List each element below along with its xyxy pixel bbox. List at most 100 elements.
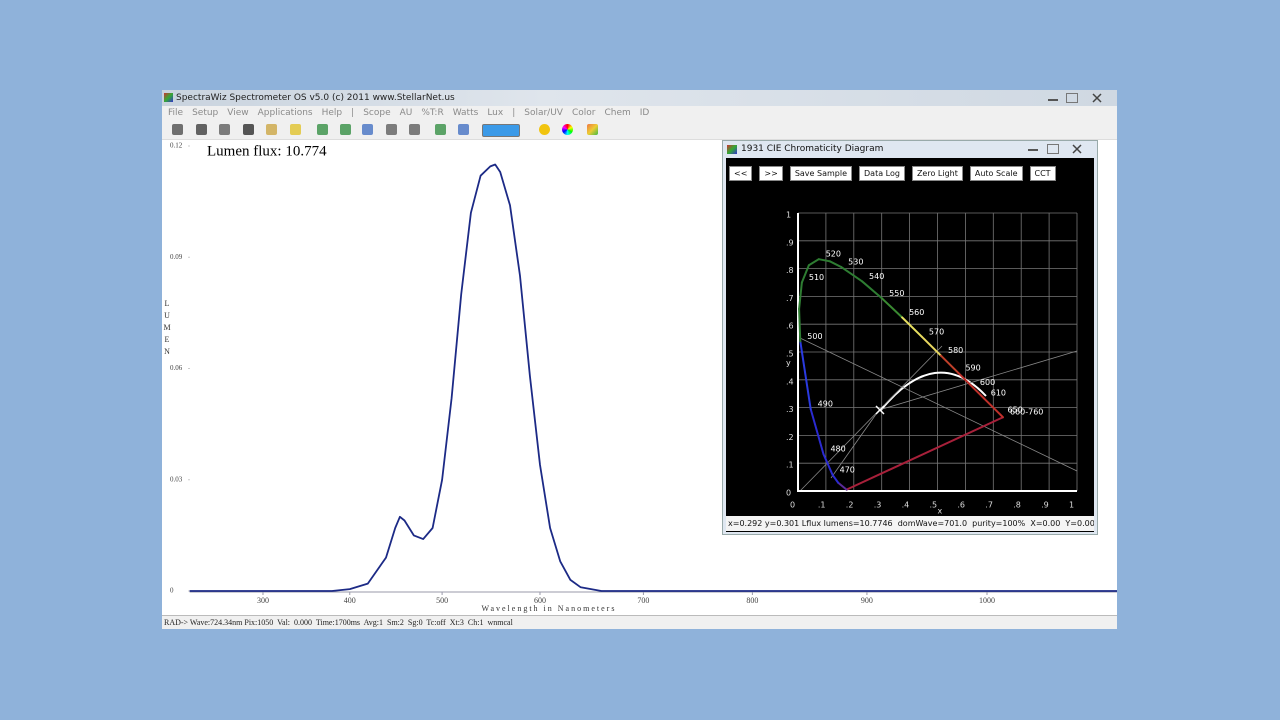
x-tick-label: 600	[534, 596, 546, 605]
locus-segment	[837, 481, 848, 491]
menu-item[interactable]: Help	[321, 108, 343, 118]
y-tick-label: 0	[170, 587, 174, 595]
wavelength-label: 560	[909, 308, 924, 317]
spectrum-chart: Lumen flux: 10.774 Wavelength in Nanomet…	[163, 142, 1117, 613]
wavelength-label: 600	[980, 378, 995, 387]
x-tick-label: 800	[746, 596, 758, 605]
toolbar-button[interactable]	[362, 124, 373, 135]
wavelength-label: 500	[807, 332, 822, 341]
wavelength-label: 510	[809, 273, 824, 282]
x-tick-label: .7	[985, 501, 993, 510]
x-tick-label: 1	[1069, 501, 1074, 510]
x-tick-label: 1000	[979, 596, 995, 605]
ref-line	[830, 409, 880, 479]
toolbar-button[interactable]	[196, 124, 207, 135]
toolbar-button[interactable]	[458, 124, 469, 135]
cie-button[interactable]: Data Log	[859, 166, 905, 181]
toolbar-button[interactable]	[340, 124, 351, 135]
toolbar-button[interactable]	[562, 124, 573, 135]
cie-maximize[interactable]	[1047, 144, 1059, 154]
cie-icon	[727, 145, 737, 154]
x-tick-label: .6	[957, 501, 965, 510]
close-icon	[1092, 93, 1102, 103]
x-tick-label: .9	[1041, 501, 1049, 510]
minimize-button[interactable]	[1048, 93, 1058, 101]
y-tick-label: 0.12	[170, 142, 183, 150]
toolbar-button[interactable]	[172, 124, 183, 135]
maximize-button[interactable]	[1066, 93, 1078, 103]
toolbar-button[interactable]	[409, 124, 420, 135]
menu-item[interactable]: Scope	[363, 108, 391, 118]
x-axis-label: x	[938, 507, 943, 516]
toolbar-button[interactable]	[243, 124, 254, 135]
y-tick-label: .7	[786, 294, 794, 303]
x-tick-label: .8	[1013, 501, 1021, 510]
menu-bar: File Setup View Applications Help | Scope AU %T:…	[162, 106, 1117, 121]
y-tick-label: 1	[786, 211, 791, 220]
menu-item[interactable]: View	[227, 108, 249, 118]
menu-item[interactable]: Color	[571, 108, 596, 118]
wavelength-label: 480	[830, 445, 845, 454]
menu-item[interactable]: File	[168, 108, 184, 118]
wavelength-label: 540	[869, 272, 884, 281]
toolbar-button[interactable]	[266, 124, 277, 135]
locus-segment	[828, 260, 843, 268]
y-tick-label: .6	[786, 322, 794, 331]
wavelength-label: 650	[1008, 405, 1023, 414]
locus-segment	[901, 316, 923, 338]
menu-item[interactable]: %T:R	[421, 108, 444, 118]
toolbar-button[interactable]	[482, 124, 520, 137]
cie-button[interactable]: >>	[759, 166, 783, 181]
cie-button[interactable]: <<	[729, 166, 753, 181]
y-tick-label: 0.03	[170, 475, 183, 483]
locus-segment	[817, 258, 831, 263]
menu-item[interactable]: Chem	[604, 108, 631, 118]
locus-segment	[999, 413, 1004, 419]
toolbar-button[interactable]	[219, 124, 230, 135]
locus-segment	[799, 340, 812, 410]
menu-item[interactable]: Setup	[192, 108, 219, 118]
toolbar	[162, 121, 1117, 140]
y-tick-label: 0.06	[170, 364, 183, 372]
menu-item[interactable]: Applications	[257, 108, 313, 118]
cie-close[interactable]	[1072, 144, 1082, 154]
wavelength-label: 660-760	[1010, 408, 1043, 417]
y-tick-label: .5	[786, 350, 794, 359]
locus-segment	[800, 264, 810, 284]
cie-button[interactable]: Zero Light	[911, 166, 963, 181]
locus-segment	[971, 386, 985, 400]
menu-item[interactable]: |	[512, 108, 516, 118]
menu-item[interactable]: Lux	[487, 108, 504, 118]
cie-buttons: << >> Save Sample Data Log Zero Light Auto Sc…	[729, 161, 1063, 181]
locus-segment	[798, 307, 802, 343]
plot-frame	[797, 213, 1077, 492]
wavelength-label: 520	[826, 250, 841, 259]
cie-button[interactable]: Auto Scale	[969, 166, 1023, 181]
x-tick-label: 500	[436, 596, 448, 605]
menu-item[interactable]: AU	[399, 108, 413, 118]
toolbar-button[interactable]	[386, 124, 397, 135]
menu-item[interactable]: ID	[639, 108, 650, 118]
close-button[interactable]	[1092, 93, 1102, 103]
x-tick-label: 900	[861, 596, 873, 605]
toolbar-button[interactable]	[290, 124, 301, 135]
cie-button[interactable]: Save Sample	[789, 166, 852, 181]
wavelength-label: 570	[929, 327, 944, 336]
planckian-locus	[880, 371, 987, 411]
x-tick-label: .5	[930, 501, 938, 510]
wavelength-label: 530	[848, 257, 863, 266]
menu-item[interactable]: Watts	[452, 108, 479, 118]
toolbar-button[interactable]	[317, 124, 328, 135]
cie-minimize[interactable]	[1028, 144, 1038, 151]
y-tick-label: .9	[786, 238, 794, 247]
toolbar-button[interactable]	[587, 124, 598, 135]
menu-item[interactable]: |	[351, 108, 355, 118]
x-tick-label: 400	[344, 596, 356, 605]
menu-item[interactable]: Solar/UV	[524, 108, 563, 118]
ref-line	[799, 345, 943, 492]
toolbar-button[interactable]	[435, 124, 446, 135]
window-title: SpectraWiz Spectrometer OS v5.0 (c) 2011…	[176, 93, 455, 103]
cie-button[interactable]: CCT	[1029, 166, 1056, 181]
toolbar-button[interactable]	[539, 124, 550, 135]
